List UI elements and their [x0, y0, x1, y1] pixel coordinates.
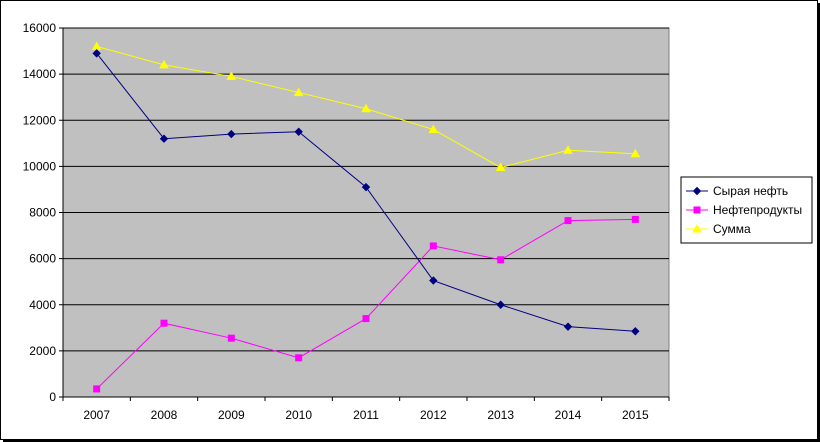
data-point [295, 354, 303, 362]
x-tick-label: 2007 [83, 408, 110, 422]
legend-marker [693, 206, 701, 214]
y-tick-label: 6000 [29, 252, 56, 266]
series-2 [91, 41, 641, 172]
y-tick-label: 2000 [29, 344, 56, 358]
y-axis-ticks: 0 2000 4000 6000 8000 10000 12000 14000 16000 [23, 21, 63, 404]
axes [62, 28, 669, 398]
y-tick-label: 0 [49, 390, 56, 404]
legend-item: Сумма [686, 222, 751, 236]
data-point [226, 71, 237, 80]
series-group [91, 41, 641, 393]
data-point [227, 334, 235, 342]
x-tick-label: 2012 [420, 408, 447, 422]
legend-item: Сырая нефть [686, 184, 788, 198]
y-tick-label: 8000 [29, 206, 56, 220]
series-0 [92, 49, 640, 336]
data-point [362, 315, 370, 323]
data-point [496, 300, 505, 309]
x-tick-label: 2015 [622, 408, 649, 422]
legend-label: Сумма [713, 222, 751, 236]
y-tick-label: 16000 [23, 21, 57, 35]
data-point [160, 319, 168, 327]
data-point [428, 124, 439, 133]
x-tick-label: 2013 [487, 408, 514, 422]
legend-item: Нефтепродукты [686, 203, 802, 217]
legend-label: Нефтепродукты [713, 203, 802, 217]
legend-marker [692, 223, 702, 233]
data-point [495, 162, 506, 172]
legend: Сырая нефть Нефтепродукты Сумма [680, 176, 813, 244]
data-point [361, 182, 371, 192]
data-point [93, 385, 101, 393]
data-point [159, 59, 169, 69]
data-point [497, 256, 505, 264]
data-point [429, 276, 438, 285]
x-tick-label: 2008 [151, 408, 178, 422]
data-point [294, 127, 303, 136]
data-point [92, 49, 101, 58]
data-point [227, 129, 236, 139]
data-point [429, 242, 437, 250]
y-tick-label: 14000 [23, 67, 57, 81]
x-axis-ticks: 2007 2008 2009 2010 2011 2012 2013 2014 2015 [62, 397, 670, 422]
data-point [159, 134, 169, 143]
x-tick-label: 2011 [353, 408, 379, 422]
legend-marker [692, 186, 702, 196]
gridlines [63, 27, 669, 352]
x-tick-label: 2010 [285, 408, 312, 422]
x-tick-label: 2009 [218, 408, 245, 422]
data-point [293, 87, 304, 97]
data-point [563, 145, 573, 154]
data-point [631, 327, 640, 336]
data-point [631, 215, 639, 223]
data-point [563, 322, 573, 331]
y-tick-label: 10000 [23, 159, 57, 173]
data-point [630, 148, 641, 158]
data-point [564, 217, 572, 225]
y-tick-label: 4000 [29, 298, 56, 312]
x-tick-label: 2014 [555, 408, 582, 422]
y-tick-label: 12000 [23, 113, 57, 127]
series-1 [93, 215, 639, 393]
data-point [361, 103, 371, 113]
legend-label: Сырая нефть [713, 184, 788, 198]
